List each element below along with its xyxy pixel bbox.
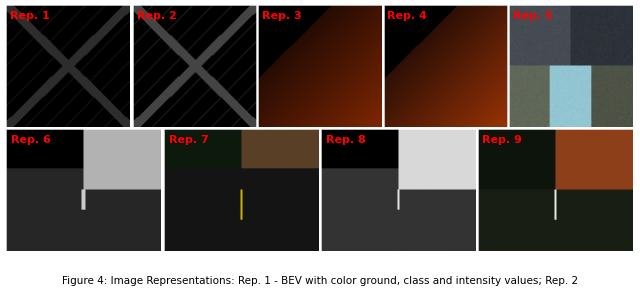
Text: Rep. 3: Rep. 3 <box>262 11 301 21</box>
Text: Rep. 6: Rep. 6 <box>11 136 51 145</box>
Text: Rep. 2: Rep. 2 <box>136 11 176 21</box>
Text: Rep. 7: Rep. 7 <box>169 136 209 145</box>
Text: Rep. 5: Rep. 5 <box>513 11 552 21</box>
Text: Rep. 9: Rep. 9 <box>483 136 522 145</box>
Text: Rep. 8: Rep. 8 <box>326 136 365 145</box>
Text: Rep. 1: Rep. 1 <box>10 11 50 21</box>
Text: Figure 4: Image Representations: Rep. 1 - BEV with color ground, class and inten: Figure 4: Image Representations: Rep. 1 … <box>62 276 578 286</box>
Text: Rep. 4: Rep. 4 <box>387 11 428 21</box>
